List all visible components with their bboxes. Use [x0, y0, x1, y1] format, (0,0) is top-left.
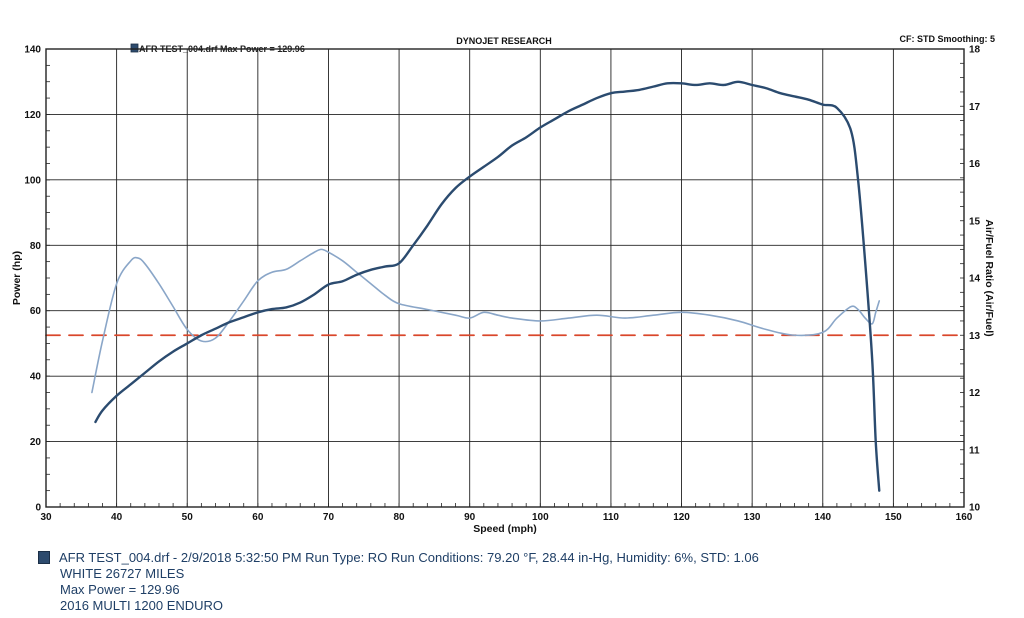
x-tick-label: 120	[673, 512, 690, 523]
plot-frame	[45, 48, 965, 508]
x-tick-labels: 30 40 50 60 70 80 90 100 110 120 130 140 150 160	[40, 512, 972, 523]
y-tick-label: 120	[24, 110, 41, 121]
x-tick-label: 40	[111, 512, 123, 523]
x-tick-label: 100	[532, 512, 549, 523]
x-tick-label: 90	[464, 512, 476, 523]
afr-series-line	[91, 248, 881, 394]
y2-tick-label: 11	[969, 445, 980, 456]
y2-tick-label: 18	[969, 45, 981, 56]
run-info-row-1: AFR TEST_004.drf - 2/9/2018 5:32:50 PM R…	[38, 549, 998, 565]
x-tick-label: 140	[814, 512, 831, 523]
x-tick-label: 60	[252, 512, 264, 523]
y2-tick-label: 12	[969, 388, 981, 399]
y2-tick-label: 10	[969, 503, 981, 514]
run-info: AFR TEST_004.drf - 2/9/2018 5:32:50 PM R…	[38, 549, 998, 613]
grid	[45, 48, 965, 508]
x-axis-label: Speed (mph)	[473, 523, 537, 535]
y2-tick-label: 15	[969, 216, 981, 227]
max-power: Max Power = 129.96	[60, 581, 180, 597]
y-tick-label: 140	[24, 45, 41, 56]
run-info-row-2: WHITE 26727 MILES	[38, 565, 998, 581]
x-tick-label: 70	[323, 512, 335, 523]
y-tick-label: 80	[30, 241, 42, 252]
y-tick-label: 20	[30, 437, 42, 448]
x-tick-label: 110	[603, 512, 620, 523]
vehicle-miles: WHITE 26727 MILES	[60, 565, 185, 581]
y2-tick-label: 14	[969, 274, 981, 285]
x-tick-label: 150	[885, 512, 902, 523]
vehicle-model: 2016 MULTI 1200 ENDURO	[60, 597, 224, 613]
y-axis-label: Power (hp)	[11, 251, 23, 305]
run-legend-swatch	[38, 550, 50, 564]
x-tick-label: 80	[394, 512, 406, 523]
x-tick-label: 50	[182, 512, 194, 523]
run-info-row-3: Max Power = 129.96	[38, 581, 998, 597]
correction-info: CF: STD Smoothing: 5	[900, 34, 996, 44]
y2-tick-labels: 10 11 12 13 14 15 16 17 18	[969, 45, 981, 514]
y2-tick-label: 13	[969, 331, 981, 342]
power-series-line	[94, 80, 881, 492]
y-tick-label: 0	[35, 503, 41, 514]
chart-title: DYNOJET RESEARCH	[456, 36, 552, 46]
y-tick-labels: 0 20 40 60 80 100 120 140	[24, 45, 41, 514]
afr-curve	[91, 248, 881, 394]
power-curve	[94, 80, 881, 492]
y2-tick-label: 17	[969, 102, 981, 113]
x-tick-label: 160	[956, 512, 973, 523]
y2-axis-label: Air/Fuel Ratio (Air/Fuel)	[983, 219, 995, 336]
y-tick-label: 100	[24, 175, 41, 186]
x-tick-label: 30	[40, 512, 52, 523]
y-tick-label: 60	[30, 306, 42, 317]
run-details: AFR TEST_004.drf - 2/9/2018 5:32:50 PM R…	[59, 549, 759, 565]
dyno-chart: DYNOJET RESEARCH CF: STD Smoothing: 5 AF…	[11, 34, 996, 535]
legend-top-swatch	[130, 43, 139, 53]
y-tick-label: 40	[30, 372, 42, 383]
y2-tick-label: 16	[969, 159, 981, 170]
x-tick-label: 130	[744, 512, 761, 523]
run-info-row-4: 2016 MULTI 1200 ENDURO	[38, 597, 998, 613]
